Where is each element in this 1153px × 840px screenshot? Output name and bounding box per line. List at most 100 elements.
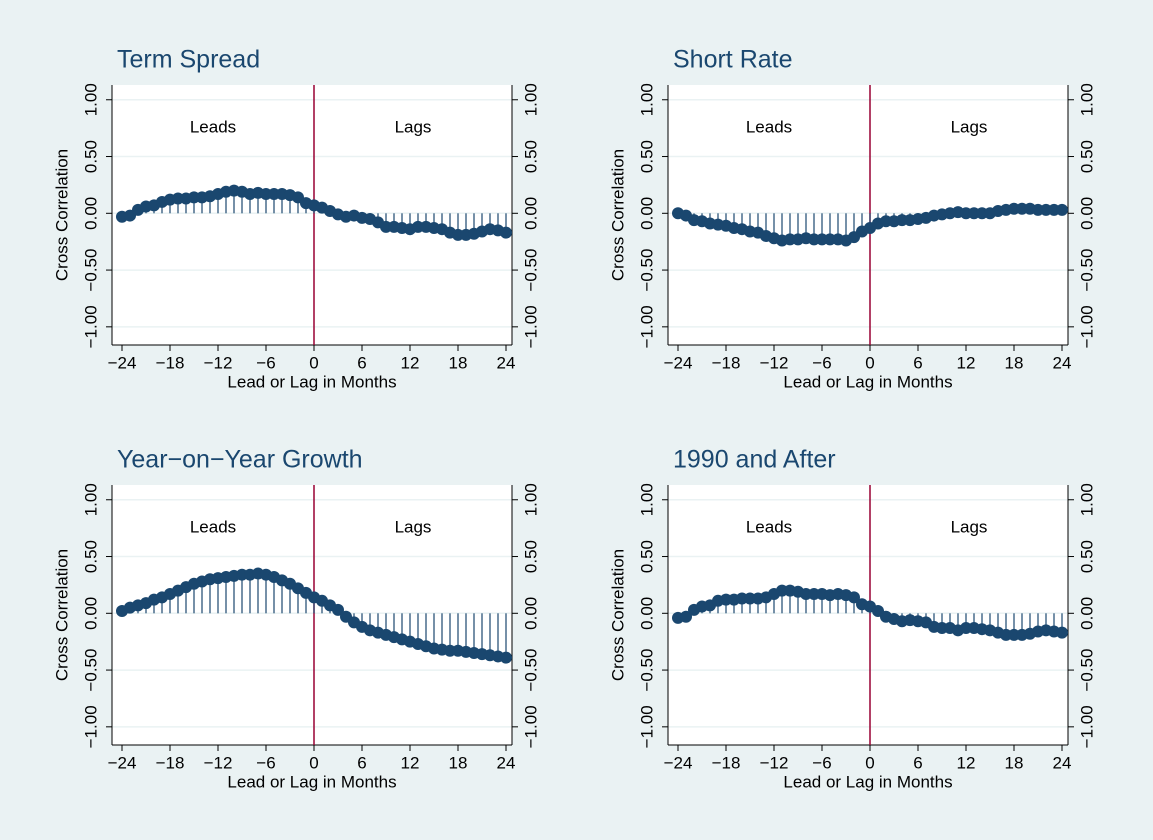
x-tick-label: −18 (712, 753, 741, 772)
y-tick-label: 1.00 (81, 83, 100, 116)
x-tick-label: −12 (204, 753, 233, 772)
chart-title: Year−on−Year Growth (117, 446, 363, 474)
x-tick-label: 0 (865, 753, 874, 772)
x-tick-label: 0 (865, 353, 874, 372)
y-tick-label: 0.00 (637, 597, 656, 630)
y-tick-label: 0.50 (81, 140, 100, 173)
y2-tick-label: −0.50 (521, 249, 540, 292)
chart-title: Term Spread (117, 46, 260, 74)
x-tick-label: 18 (1005, 753, 1024, 772)
y-axis-title: Cross Correlation (52, 549, 71, 681)
plot-region (112, 485, 512, 745)
chart-title: Short Rate (673, 46, 793, 74)
x-tick-label: −18 (156, 753, 185, 772)
annotation: Leads (190, 517, 236, 536)
x-tick-label: 0 (309, 753, 318, 772)
plot-region (668, 485, 1068, 745)
y-tick-label: 0.00 (637, 197, 656, 230)
y2-tick-label: 0.00 (521, 197, 540, 230)
x-axis-title: Lead or Lag in Months (227, 772, 396, 791)
y2-tick-label: 0.00 (521, 597, 540, 630)
marker (500, 651, 512, 664)
y-tick-label: −0.50 (637, 649, 656, 692)
x-axis-title: Lead or Lag in Months (783, 772, 952, 791)
x-tick-label: −24 (664, 753, 693, 772)
y2-tick-label: −1.00 (1077, 705, 1096, 748)
x-tick-label: 6 (913, 353, 922, 372)
x-tick-label: −6 (812, 353, 831, 372)
annotation: Lags (395, 517, 432, 536)
x-axis-title: Lead or Lag in Months (783, 372, 952, 391)
y-tick-label: 0.00 (81, 597, 100, 630)
x-tick-label: 6 (913, 753, 922, 772)
y2-tick-label: −1.00 (521, 305, 540, 348)
y2-tick-label: 1.00 (521, 483, 540, 516)
chart-title: 1990 and After (673, 446, 836, 474)
y2-tick-label: −1.00 (521, 705, 540, 748)
annotation: Leads (190, 117, 236, 136)
annotation: Leads (746, 117, 792, 136)
x-tick-label: −24 (664, 353, 693, 372)
y2-tick-label: 1.00 (521, 83, 540, 116)
x-tick-label: −24 (108, 353, 137, 372)
annotation: Lags (395, 117, 432, 136)
x-tick-label: 12 (401, 353, 420, 372)
y2-tick-label: 0.50 (1077, 140, 1096, 173)
x-tick-label: 6 (357, 753, 366, 772)
marker (500, 226, 512, 239)
y2-tick-label: 0.50 (521, 540, 540, 573)
x-axis-title: Lead or Lag in Months (227, 372, 396, 391)
y2-tick-label: 0.00 (1077, 197, 1096, 230)
x-tick-label: 18 (449, 353, 468, 372)
y-axis-title: Cross Correlation (52, 149, 71, 281)
y2-tick-label: 1.00 (1077, 483, 1096, 516)
x-tick-label: 24 (497, 753, 516, 772)
y2-tick-label: 1.00 (1077, 83, 1096, 116)
x-tick-label: −6 (812, 753, 831, 772)
y-axis-title: Cross Correlation (608, 149, 627, 281)
x-tick-label: 18 (449, 753, 468, 772)
y2-tick-label: −0.50 (1077, 249, 1096, 292)
y-tick-label: 0.50 (637, 540, 656, 573)
y-tick-label: −0.50 (637, 249, 656, 292)
annotation: Leads (746, 517, 792, 536)
y2-tick-label: −0.50 (521, 649, 540, 692)
x-tick-label: 24 (1053, 353, 1072, 372)
y2-tick-label: −1.00 (1077, 305, 1096, 348)
x-tick-label: 12 (401, 753, 420, 772)
y-tick-label: 1.00 (637, 483, 656, 516)
y-tick-label: −0.50 (81, 249, 100, 292)
x-tick-label: 12 (957, 753, 976, 772)
x-tick-label: −12 (760, 353, 789, 372)
x-tick-label: −12 (204, 353, 233, 372)
x-tick-label: 12 (957, 353, 976, 372)
y-tick-label: −1.00 (637, 705, 656, 748)
x-tick-label: 24 (1053, 753, 1072, 772)
y-tick-label: 1.00 (637, 83, 656, 116)
y-tick-label: 1.00 (81, 483, 100, 516)
y-tick-label: 0.50 (637, 140, 656, 173)
y2-tick-label: 0.00 (1077, 597, 1096, 630)
y-axis-title: Cross Correlation (608, 549, 627, 681)
y-tick-label: −1.00 (637, 305, 656, 348)
y-tick-label: 0.00 (81, 197, 100, 230)
plot-region (112, 85, 512, 345)
x-tick-label: 0 (309, 353, 318, 372)
y-tick-label: −1.00 (81, 705, 100, 748)
x-tick-label: −24 (108, 753, 137, 772)
y-tick-label: −0.50 (81, 649, 100, 692)
marker (680, 610, 692, 623)
marker (1056, 203, 1068, 216)
x-tick-label: −12 (760, 753, 789, 772)
annotation: Lags (951, 117, 988, 136)
marker (1056, 626, 1068, 639)
x-tick-label: −6 (256, 753, 275, 772)
x-tick-label: −6 (256, 353, 275, 372)
x-tick-label: −18 (712, 353, 741, 372)
x-tick-label: −18 (156, 353, 185, 372)
marker (332, 603, 344, 616)
y2-tick-label: −0.50 (1077, 649, 1096, 692)
x-tick-label: 18 (1005, 353, 1024, 372)
x-tick-label: 6 (357, 353, 366, 372)
